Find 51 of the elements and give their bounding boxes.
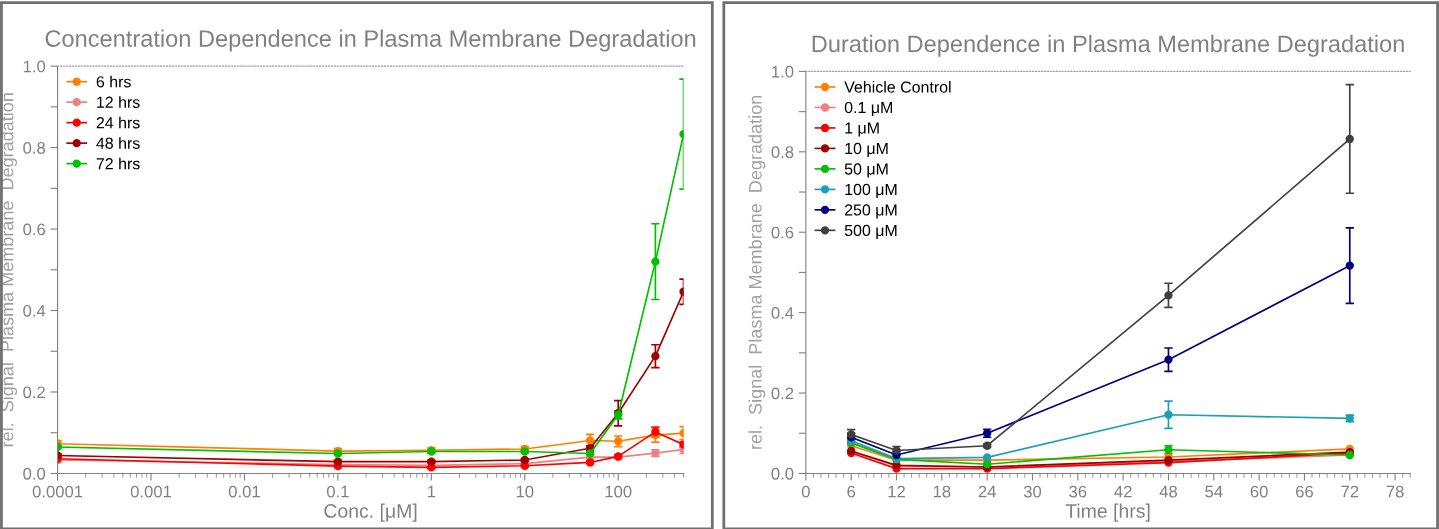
x-tick-label: 42 (1114, 485, 1132, 498)
y-tick-label: 0.0 (771, 467, 794, 480)
y-tick-label: 0.6 (771, 226, 794, 239)
legend-label: 24 hrs (96, 116, 140, 129)
y-tick-label: 0.2 (23, 386, 45, 399)
y-tick-label: 0.6 (23, 223, 46, 236)
x-axis-title: Conc. [μM] (324, 503, 417, 522)
y-tick-label: 0.4 (23, 304, 46, 317)
x-tick-label: 0.0001 (32, 485, 83, 498)
x-tick-label: 12 (888, 485, 905, 498)
legend-label: 0.1 μM (844, 101, 893, 117)
legend-label: 6 hrs (96, 75, 131, 88)
x-axis-title: Time [hrs] (1065, 503, 1150, 522)
legend-label: 100 μM (845, 183, 897, 199)
x-tick-label: 30 (1023, 485, 1042, 498)
x-tick-label: 1 (427, 485, 436, 498)
legend-label: 10 μM (845, 142, 888, 158)
legend-label: 12 hrs (97, 96, 140, 108)
x-tick-label: 54 (1205, 485, 1223, 498)
y-tick-label: 0.8 (771, 146, 794, 159)
x-tick-label: 72 (1341, 485, 1359, 498)
y-tick-label: 0.4 (771, 307, 794, 319)
legend-label: 500 μM (844, 224, 897, 239)
y-tick-label: 0.0 (23, 467, 46, 480)
x-tick-label: 66 (1296, 485, 1313, 498)
x-tick-label: 0.001 (130, 485, 172, 498)
legend-label: 1 μM (845, 122, 879, 137)
legend-label: 72 hrs (96, 157, 140, 170)
x-tick-label: 60 (1250, 485, 1268, 498)
legend-label: Vehicle Control (844, 81, 951, 93)
x-tick-label: 36 (1069, 485, 1087, 498)
x-tick-label: 0 (801, 485, 810, 498)
y-axis-title: rel. Signal Plasma Membrane Degradation (748, 95, 766, 449)
x-tick-label: 48 (1159, 485, 1178, 498)
x-tick-label: 78 (1386, 485, 1404, 498)
x-tick-label: 0.1 (326, 485, 349, 498)
legend-label: 50 μM (844, 163, 888, 178)
x-tick-label: 18 (933, 485, 951, 498)
x-tick-label: 100 (605, 485, 632, 498)
legend-label: 48 hrs (96, 137, 140, 149)
x-tick-label: 10 (516, 485, 534, 498)
y-tick-label: 1.0 (23, 60, 46, 73)
x-tick-label: 24 (978, 485, 996, 498)
x-tick-label: 0.01 (228, 485, 260, 498)
y-tick-label: 0.8 (23, 141, 46, 154)
y-tick-label: 0.2 (771, 387, 794, 400)
chart-title: Duration Dependence in Plasma Membrane Degradation (812, 34, 1404, 57)
legend-label: 250 μM (844, 204, 897, 219)
x-tick-label: 6 (847, 485, 856, 498)
chart-title: Concentration Dependence in Plasma Membrane Degradation (45, 29, 696, 52)
y-tick-label: 1.0 (772, 65, 794, 78)
